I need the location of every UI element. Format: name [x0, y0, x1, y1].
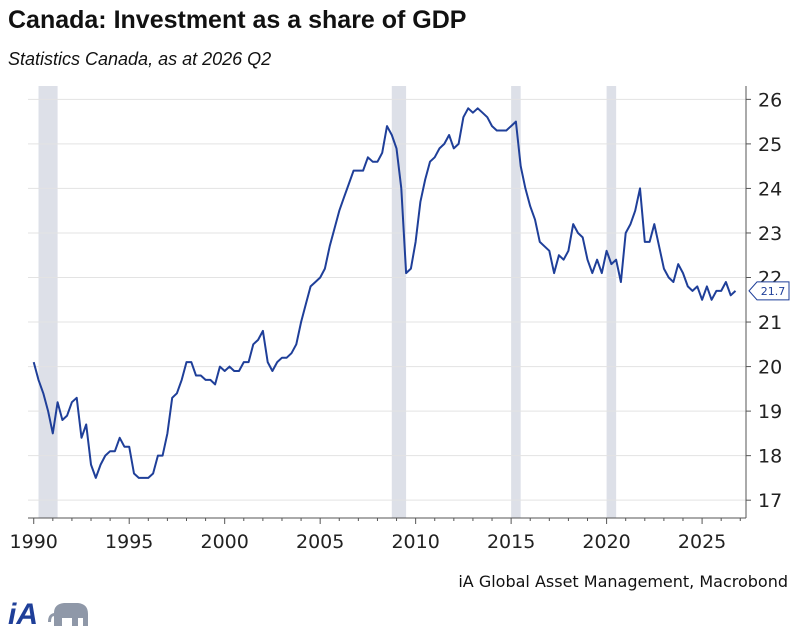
y-tick-label: 23: [758, 223, 782, 245]
last-value-callout: 21.7: [748, 281, 790, 301]
recession-band: [606, 86, 617, 518]
source-note: iA Global Asset Management, Macrobond: [458, 572, 788, 591]
x-tick-label: 2015: [487, 531, 535, 553]
series-line: [32, 107, 737, 479]
gridlines: [28, 98, 746, 501]
axes: [28, 86, 747, 519]
elephant-icon: iA: [8, 598, 88, 630]
x-tick-label: 1990: [10, 531, 58, 553]
y-tick-label: 20: [758, 357, 782, 379]
chart-title: Canada: Investment as a share of GDP: [8, 6, 467, 34]
series-lines: [32, 107, 737, 479]
y-tick-label: 26: [758, 89, 782, 111]
x-tick-labels: 1990 1995 2000 2005 2010 2015 2020 2025: [10, 518, 741, 553]
recession-bands: [38, 86, 617, 518]
recession-band: [38, 86, 58, 518]
y-tick-label: 21: [758, 312, 782, 334]
y-tick-label: 18: [758, 446, 782, 468]
callout-label: 21.7: [761, 285, 786, 298]
y-tick-label: 17: [758, 490, 782, 512]
x-tick-label: 2000: [201, 531, 249, 553]
chart-subtitle: Statistics Canada, as at 2026 Q2: [8, 49, 272, 69]
x-tick-label: 2005: [296, 531, 344, 553]
x-tick-label: 1995: [105, 531, 153, 553]
recession-band: [391, 86, 407, 518]
x-tick-label: 2025: [678, 531, 726, 553]
x-tick-label: 2020: [582, 531, 630, 553]
y-tick-label: 19: [758, 401, 782, 423]
logo-text: iA: [8, 598, 38, 630]
x-tick-label: 2010: [391, 531, 439, 553]
y-tick-label: 25: [758, 134, 782, 156]
recession-band: [511, 86, 521, 518]
callout-box: [748, 281, 790, 301]
y-tick-label: 24: [758, 178, 782, 200]
